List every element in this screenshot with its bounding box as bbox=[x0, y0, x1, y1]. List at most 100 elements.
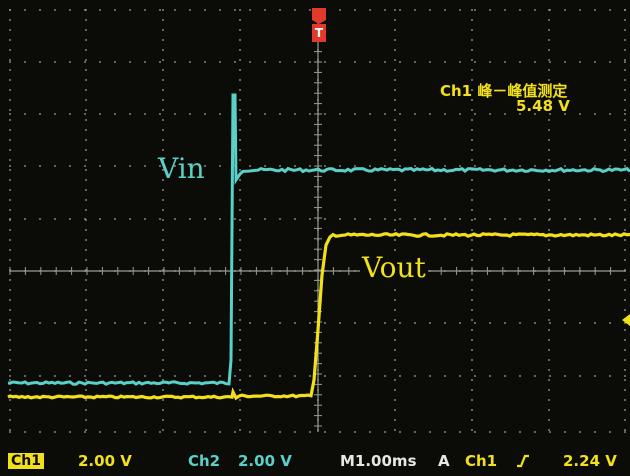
grid-dot bbox=[162, 189, 164, 191]
grid-dot bbox=[394, 379, 396, 381]
grid-dot bbox=[471, 329, 473, 331]
grid-dot bbox=[249, 375, 251, 377]
grid-dot bbox=[471, 229, 473, 231]
grid-dot bbox=[471, 409, 473, 411]
grid-dot bbox=[548, 89, 550, 91]
ch2-badge[interactable]: Ch2 bbox=[188, 452, 221, 470]
grid-dot bbox=[548, 19, 550, 21]
grid-dot bbox=[548, 309, 550, 311]
grid-dot bbox=[144, 322, 146, 324]
grid-dot bbox=[204, 61, 206, 63]
grid-dot bbox=[162, 129, 164, 131]
grid-dot bbox=[264, 322, 266, 324]
grid-dot bbox=[624, 49, 626, 51]
grid-dot bbox=[549, 322, 551, 324]
grid-dot bbox=[85, 239, 87, 241]
grid-dot bbox=[394, 39, 396, 41]
grid-dot bbox=[144, 165, 146, 167]
grid-dot bbox=[85, 419, 87, 421]
grid-dot bbox=[339, 165, 341, 167]
grid-dot bbox=[54, 61, 56, 63]
grid-dot bbox=[624, 429, 626, 431]
grid-dot bbox=[239, 79, 241, 81]
grid-dot bbox=[85, 29, 87, 31]
grid-dot bbox=[9, 218, 11, 220]
grid-dot bbox=[84, 113, 86, 115]
grid-dot bbox=[399, 322, 401, 324]
grid-dot bbox=[414, 113, 416, 115]
grid-dot bbox=[548, 369, 550, 371]
grid-dot bbox=[624, 219, 626, 221]
grid-dot bbox=[474, 322, 476, 324]
ch1-badge[interactable]: Ch1 bbox=[8, 453, 44, 469]
grid-dot bbox=[114, 375, 116, 377]
grid-dot bbox=[324, 113, 326, 115]
grid-dot bbox=[39, 375, 41, 377]
grid-dot bbox=[69, 375, 71, 377]
grid-dot bbox=[414, 431, 416, 433]
grid-dot bbox=[624, 99, 626, 101]
grid-dot bbox=[85, 129, 87, 131]
grid-dot bbox=[624, 279, 626, 281]
grid-dot bbox=[239, 59, 241, 61]
grid-dot bbox=[444, 113, 446, 115]
grid-dot bbox=[69, 61, 71, 63]
grid-dot bbox=[85, 249, 87, 251]
grid-dot bbox=[429, 322, 431, 324]
grid-dot bbox=[394, 239, 396, 241]
grid-dot bbox=[549, 113, 551, 115]
grid-dot bbox=[548, 359, 550, 361]
grid-dot bbox=[394, 419, 396, 421]
grid-dot bbox=[239, 409, 241, 411]
grid-dot bbox=[564, 431, 566, 433]
grid-dot bbox=[85, 109, 87, 111]
grid-dot bbox=[279, 165, 281, 167]
grid-dot bbox=[85, 159, 87, 161]
grid-dot bbox=[579, 113, 581, 115]
grid-dot bbox=[174, 431, 176, 433]
grid-dot bbox=[219, 61, 221, 63]
grid-dot bbox=[69, 165, 71, 167]
grid-dot bbox=[324, 375, 326, 377]
grid-dot bbox=[174, 218, 176, 220]
grid-dot bbox=[219, 218, 221, 220]
grid-dot bbox=[309, 165, 311, 167]
trigger-source: Ch1 bbox=[465, 452, 498, 470]
grid-dot bbox=[548, 79, 550, 81]
grid-dot bbox=[114, 9, 116, 11]
grid-dot bbox=[324, 431, 326, 433]
grid-dot bbox=[624, 409, 626, 411]
grid-dot bbox=[162, 269, 164, 271]
grid-dot bbox=[239, 329, 241, 331]
grid-dot bbox=[85, 79, 87, 81]
grid-dot bbox=[264, 165, 266, 167]
grid-dot bbox=[85, 149, 87, 151]
grid-dot bbox=[444, 431, 446, 433]
grid-dot bbox=[624, 89, 626, 91]
grid-dot bbox=[459, 431, 461, 433]
grid-dot bbox=[548, 389, 550, 391]
grid-dot bbox=[204, 431, 206, 433]
grid-dot bbox=[609, 431, 611, 433]
grid-dot bbox=[39, 218, 41, 220]
grid-dot bbox=[394, 189, 396, 191]
grid-dot bbox=[162, 429, 164, 431]
grid-dot bbox=[162, 169, 164, 171]
grid-dot bbox=[39, 165, 41, 167]
grid-dot bbox=[384, 9, 386, 11]
grid-dot bbox=[471, 389, 473, 391]
grid-dot bbox=[114, 113, 116, 115]
grid-dot bbox=[264, 9, 266, 11]
grid-dot bbox=[548, 99, 550, 101]
grid-dot bbox=[162, 9, 164, 11]
grid-dot bbox=[239, 179, 241, 181]
trigger-position-marker bbox=[312, 8, 326, 42]
status-bar: Ch1 2.00 V Ch2 2.00 V M1.00ms A Ch1 2.24… bbox=[0, 440, 630, 476]
timebase[interactable]: M1.00ms bbox=[340, 452, 417, 470]
grid-dot bbox=[624, 339, 626, 341]
grid-dot bbox=[429, 431, 431, 433]
grid-dot bbox=[471, 369, 473, 371]
grid-dot bbox=[9, 219, 11, 221]
grid-dot bbox=[548, 429, 550, 431]
grid-dot bbox=[471, 339, 473, 341]
